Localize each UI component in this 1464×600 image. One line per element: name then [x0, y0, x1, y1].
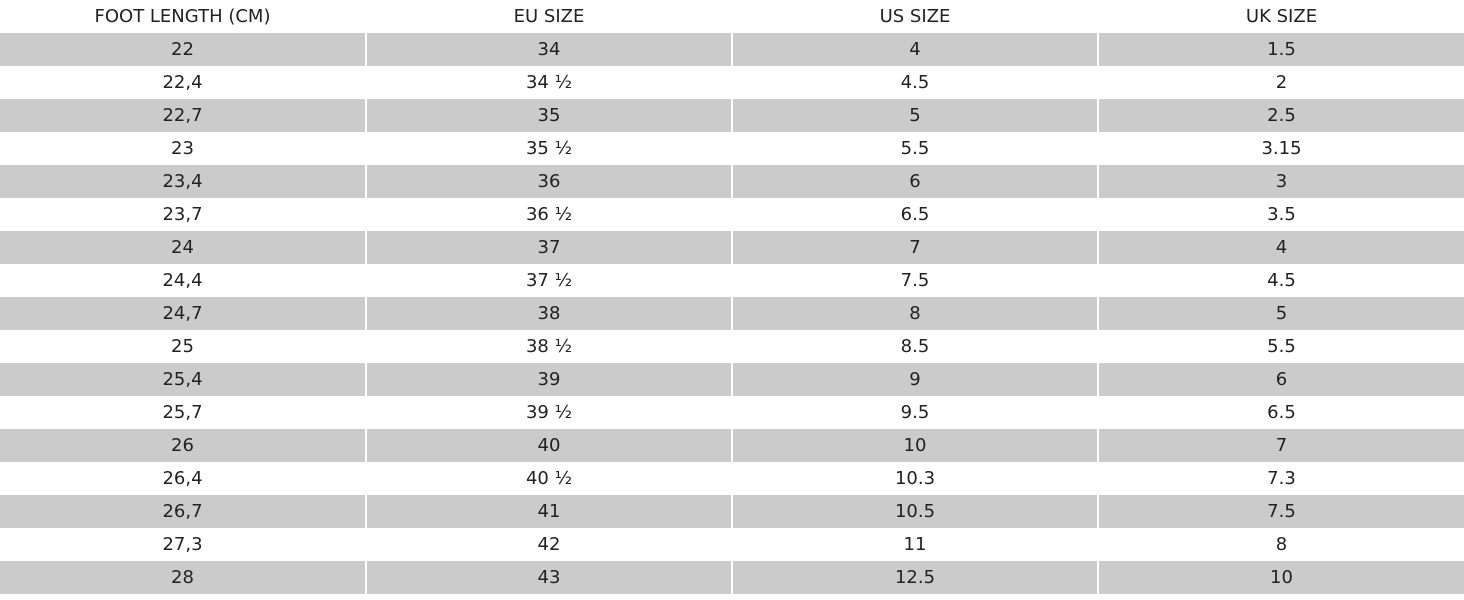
table-row: 23,7 36 ½ 6.5 3.5: [0, 198, 1464, 231]
table-cell: 5: [1097, 297, 1464, 330]
table-row: 23 35 ½ 5.5 3.15: [0, 132, 1464, 165]
table-cell: 7.3: [1097, 462, 1464, 495]
column-header: FOOT LENGTH (CM): [94, 6, 271, 27]
table-cell: 25,7: [162, 402, 203, 423]
table-row: 24,7 38 8 5: [0, 297, 1464, 330]
table-cell: 4: [731, 33, 1098, 66]
table-row: 23,4 36 6 3: [0, 165, 1464, 198]
table-cell: 2: [1097, 66, 1464, 99]
table-cell: 5.5: [1097, 330, 1464, 363]
table-cell: 28: [0, 561, 366, 594]
table-cell: 4: [1097, 231, 1464, 264]
table-cell: 34: [365, 33, 732, 66]
table-cell: 23: [171, 138, 194, 159]
table-row: 24 37 7 4: [0, 231, 1464, 264]
table-cell: 7.5: [1097, 495, 1464, 528]
table-cell: 26: [0, 429, 366, 462]
table-cell: 10: [1097, 561, 1464, 594]
table-row: 27,3 42 11 8: [0, 528, 1464, 561]
table-cell: 36 ½: [365, 198, 732, 231]
table-cell: 25: [171, 336, 194, 357]
table-cell: 22,7: [0, 99, 366, 132]
table-row: 25,4 39 9 6: [0, 363, 1464, 396]
table-cell: 40: [365, 429, 732, 462]
table-cell: 9.5: [731, 396, 1098, 429]
table-cell: 35 ½: [365, 132, 732, 165]
table-cell: 22: [0, 33, 366, 66]
table-cell: 4.5: [1097, 264, 1464, 297]
table-cell: 5.5: [731, 132, 1098, 165]
table-cell: 8: [1097, 528, 1464, 561]
table-cell: 12.5: [731, 561, 1098, 594]
table-cell: 23,4: [0, 165, 366, 198]
table-cell: 3.15: [1097, 132, 1464, 165]
table-row: 25,7 39 ½ 9.5 6.5: [0, 396, 1464, 429]
table-cell: 34 ½: [365, 66, 732, 99]
table-cell: 11: [731, 528, 1098, 561]
table-cell: 36: [365, 165, 732, 198]
table-cell: 1.5: [1097, 33, 1464, 66]
table-row: 22,7 35 5 2.5: [0, 99, 1464, 132]
table-cell: 39 ½: [365, 396, 732, 429]
table-cell: 10.5: [731, 495, 1098, 528]
table-row: 24,4 37 ½ 7.5 4.5: [0, 264, 1464, 297]
column-header: UK SIZE: [1097, 0, 1464, 33]
table-row: 25 38 ½ 8.5 5.5: [0, 330, 1464, 363]
table-cell: 22,4: [162, 72, 203, 93]
table-cell: 9: [731, 363, 1098, 396]
table-body: 22 34 4 1.5 22,4 34 ½ 4.5 2 22,7 35 5 2.5 23 35 ½ 5.5 3…: [0, 33, 1464, 594]
table-cell: 6.5: [731, 198, 1098, 231]
table-row: 26,7 41 10.5 7.5: [0, 495, 1464, 528]
table-row: 26 40 10 7: [0, 429, 1464, 462]
column-header: US SIZE: [731, 0, 1098, 33]
table-row: 22 34 4 1.5: [0, 33, 1464, 66]
table-cell: 7: [731, 231, 1098, 264]
table-cell: 3: [1097, 165, 1464, 198]
table-cell: 41: [365, 495, 732, 528]
table-cell: 24: [0, 231, 366, 264]
table-cell: 26,7: [0, 495, 366, 528]
table-cell: 24,7: [0, 297, 366, 330]
table-cell: 6: [731, 165, 1098, 198]
table-cell: 2.5: [1097, 99, 1464, 132]
table-cell: 25,4: [0, 363, 366, 396]
header-row: FOOT LENGTH (CM) EU SIZE US SIZE UK SIZE: [0, 0, 1464, 33]
table-cell: 42: [365, 528, 732, 561]
table-cell: 4.5: [731, 66, 1098, 99]
table-cell: 37 ½: [365, 264, 732, 297]
column-header: EU SIZE: [365, 0, 732, 33]
table-cell: 39: [365, 363, 732, 396]
table-cell: 6.5: [1097, 396, 1464, 429]
table-cell: 38 ½: [365, 330, 732, 363]
table-cell: 10.3: [731, 462, 1098, 495]
table-row: 22,4 34 ½ 4.5 2: [0, 66, 1464, 99]
table-cell: 3.5: [1097, 198, 1464, 231]
table-cell: 43: [365, 561, 732, 594]
table-cell: 40 ½: [365, 462, 732, 495]
table-row: 26,4 40 ½ 10.3 7.3: [0, 462, 1464, 495]
table-cell: 5: [731, 99, 1098, 132]
table-cell: 8: [731, 297, 1098, 330]
table-cell: 24,4: [162, 270, 203, 291]
table-cell: 26,4: [162, 468, 203, 489]
table-cell: 10: [731, 429, 1098, 462]
table-cell: 7.5: [731, 264, 1098, 297]
table-cell: 38: [365, 297, 732, 330]
table-cell: 8.5: [731, 330, 1098, 363]
table-cell: 37: [365, 231, 732, 264]
table-cell: 27,3: [162, 534, 203, 555]
table-cell: 35: [365, 99, 732, 132]
table-cell: 23,7: [162, 204, 203, 225]
table-cell: 7: [1097, 429, 1464, 462]
table-cell: 6: [1097, 363, 1464, 396]
table-row: 28 43 12.5 10: [0, 561, 1464, 594]
